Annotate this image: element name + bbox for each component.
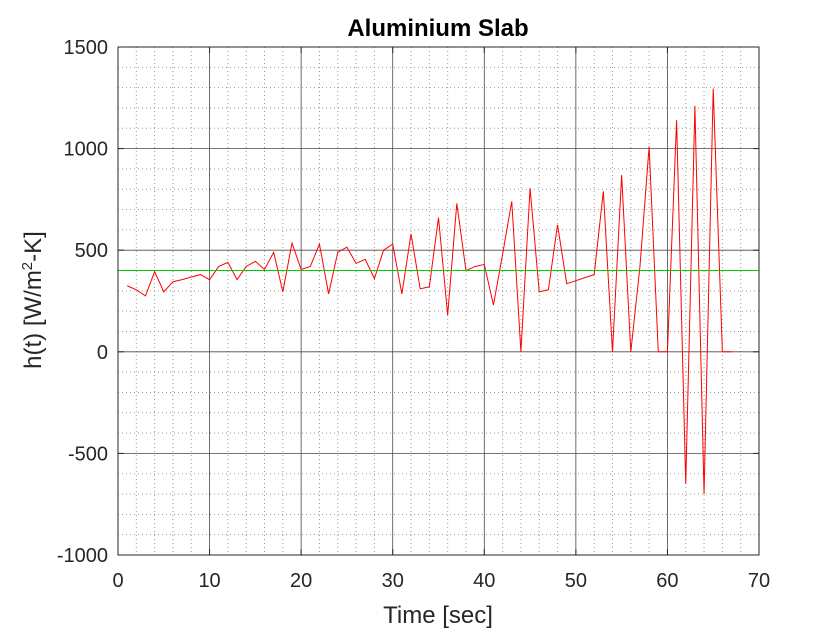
x-tick-label: 30 [382,570,404,592]
y-axis-title: h(t) [W/m2-K] [19,231,47,369]
y-tick-label: -1000 [57,545,108,567]
y-tick-label: 1000 [64,139,109,161]
minor-grid [118,47,759,555]
x-tick-label: 10 [198,570,220,592]
series-layer [118,88,759,495]
y-axis-title-superscript: 2 [19,262,36,270]
chart-title: Aluminium Slab [347,15,528,42]
y-tick-label: -500 [68,443,108,465]
y-tick-label: 1500 [64,37,109,59]
x-tick-label: 50 [565,570,587,592]
x-tick-label: 70 [748,570,770,592]
y-tick-label: 500 [75,240,108,262]
x-tick-label: 0 [112,570,123,592]
x-tick-label: 40 [473,570,495,592]
tick-labels: 0 10 20 30 40 50 60 70 -1000 -500 0 500 1000 1500 [57,37,770,592]
y-axis-title-suffix: -K] [20,231,47,262]
plot-background [118,47,759,555]
x-tick-label: 60 [656,570,678,592]
x-axis-title: Time [sec] [383,602,493,629]
x-tick-label: 20 [290,570,312,592]
series-line-h-t [126,88,732,495]
y-tick-label: 0 [97,342,108,364]
y-axis-title-prefix: h(t) [W/m [20,270,47,369]
plot-frame [117,46,760,556]
